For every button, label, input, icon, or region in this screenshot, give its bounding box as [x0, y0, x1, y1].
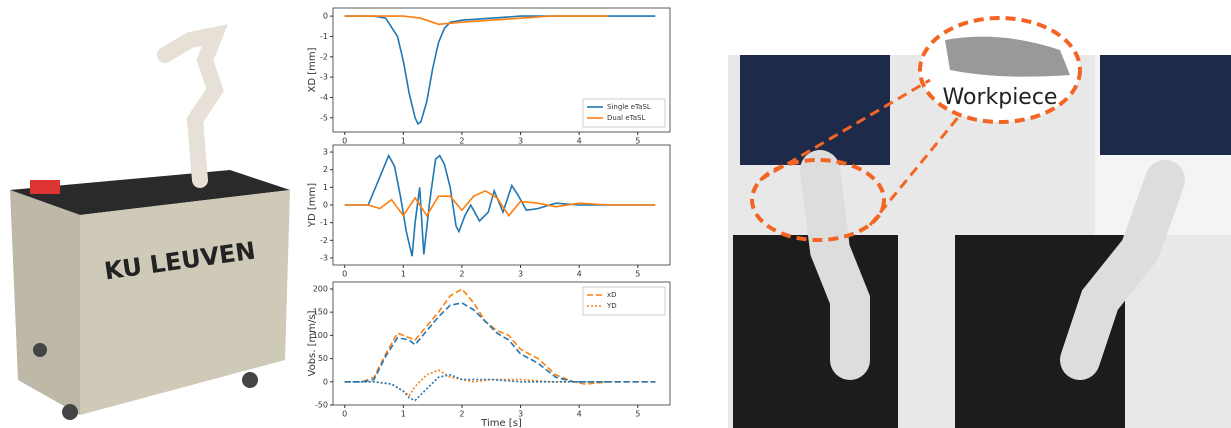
x-tick-label: 3 [518, 137, 523, 146]
y-axis-label: XD [mm] [307, 47, 318, 92]
y-tick-label: 50 [318, 354, 328, 363]
series-line [345, 370, 609, 396]
x-tick-label: 0 [342, 410, 347, 419]
workpiece-label: Workpiece [943, 85, 1058, 110]
y-tick-label: -50 [315, 401, 328, 410]
x-tick-label: 0 [342, 137, 347, 146]
x-tick-label: 5 [635, 137, 640, 146]
legend-label: xD [607, 291, 617, 299]
legend-box [583, 287, 665, 315]
x-tick-label: 4 [577, 137, 582, 146]
y-tick-label: -3 [320, 73, 328, 82]
x-tick-label: 2 [459, 410, 464, 419]
x-tick-label: 3 [518, 270, 523, 279]
x-tick-label: 5 [635, 270, 640, 279]
x-tick-label: 4 [577, 270, 582, 279]
series-line [345, 191, 656, 216]
y-tick-label: -5 [320, 113, 328, 122]
y-tick-label: -1 [320, 218, 328, 227]
y-tick-label: 1 [323, 183, 328, 192]
x-tick-label: 1 [401, 270, 406, 279]
x-tick-label: 1 [401, 410, 406, 419]
x-tick-label: 0 [342, 270, 347, 279]
series-line [345, 156, 656, 257]
y-tick-label: 0 [323, 201, 328, 210]
y-tick-label: -4 [320, 93, 328, 102]
x-tick-label: 5 [635, 410, 640, 419]
y-tick-label: 0 [323, 12, 328, 21]
workspace-photo: Workpiece [728, 18, 1231, 428]
y-tick-label: 2 [323, 165, 328, 174]
robot-photo: KU LEUVEN [10, 35, 290, 420]
legend-label: YD [606, 302, 617, 310]
y-axis-label: Vobs. [mm/s] [307, 310, 318, 376]
y-tick-label: -2 [320, 236, 328, 245]
x-tick-label: 2 [459, 137, 464, 146]
x-axis-label: Time [s] [480, 418, 522, 428]
y-axis-label: YD [mm] [307, 183, 318, 228]
legend-label: Single eTaSL [607, 103, 651, 111]
y-tick-label: -3 [320, 253, 328, 262]
x-tick-label: 2 [459, 270, 464, 279]
figure: KU LEUVEN Workpiece 0-1-2-3-4-5012345XD … [0, 0, 1231, 428]
y-tick-label: -2 [320, 52, 328, 61]
y-tick-label: -1 [320, 32, 328, 41]
y-tick-label: 3 [323, 148, 328, 157]
y-tick-label: 0 [323, 377, 328, 386]
series-line [345, 375, 609, 401]
x-tick-label: 4 [577, 410, 582, 419]
y-tick-label: 200 [313, 284, 328, 293]
legend-label: Dual eTaSL [607, 114, 645, 122]
x-tick-label: 1 [401, 137, 406, 146]
